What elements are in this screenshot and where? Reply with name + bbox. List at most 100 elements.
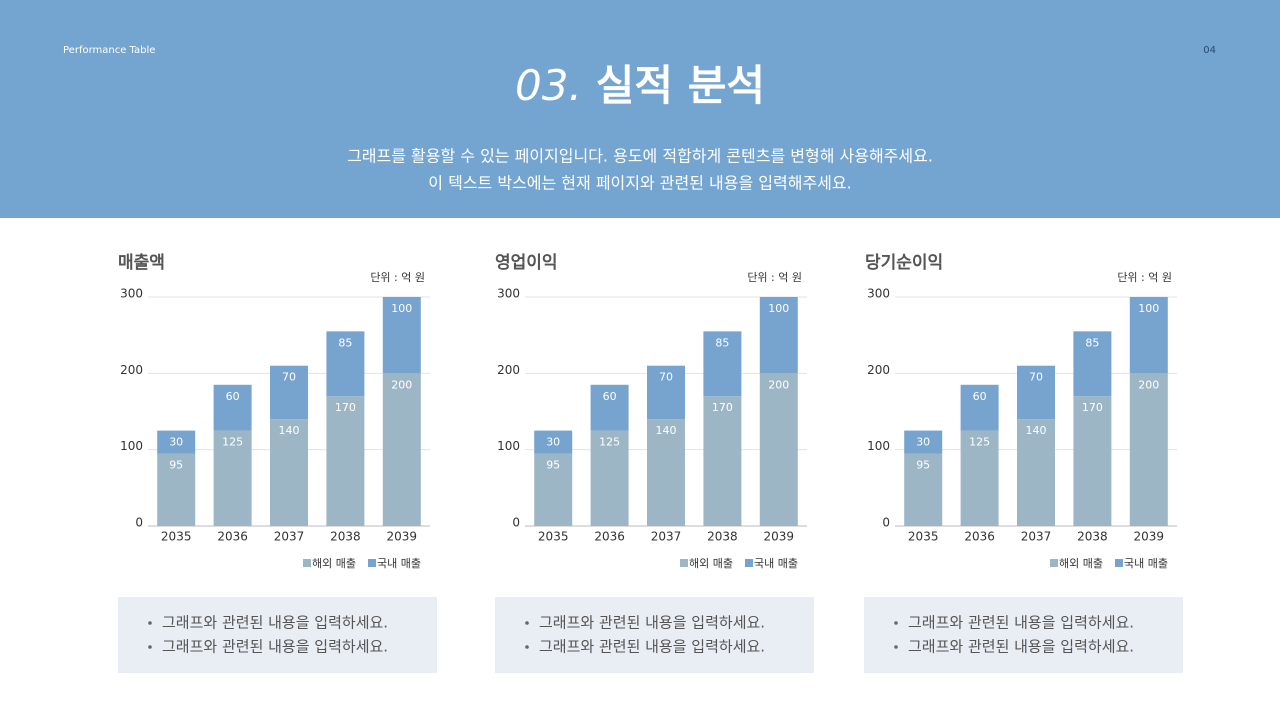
bar-segment (534, 430, 573, 454)
data-label: 85 (338, 336, 352, 349)
data-label: 170 (1082, 401, 1103, 414)
note-text: 그래프와 관련된 내용을 입력하세요. (162, 614, 388, 632)
data-label: 125 (969, 436, 990, 449)
bar-segment (1129, 373, 1168, 526)
x-tick-label: 2037 (274, 530, 305, 544)
chart-title: 영업이익 (495, 253, 558, 273)
note-text: 그래프와 관련된 내용을 입력하세요. (539, 614, 765, 632)
bar-segment (759, 373, 798, 526)
legend-swatch (1050, 559, 1058, 567)
data-label: 70 (282, 371, 296, 384)
data-label: 60 (973, 390, 987, 403)
data-label: 140 (279, 424, 300, 437)
bar-segment (270, 419, 308, 526)
note-box (118, 597, 437, 673)
unit-label: 단위 : 억 원 (370, 271, 425, 284)
bar-segment (960, 384, 999, 431)
legend-label: 국내 매출 (377, 557, 421, 570)
legend-label: 해외 매출 (1059, 556, 1103, 570)
y-tick-label: 100 (867, 439, 890, 453)
note-text: 그래프와 관련된 내용을 입력하세요. (162, 638, 388, 656)
bar-segment (960, 430, 999, 526)
legend-swatch (303, 559, 311, 567)
chart-title: 당기순이익 (865, 253, 943, 273)
x-tick-label: 2038 (707, 530, 738, 544)
bar-segment (904, 430, 943, 454)
unit-label: 단위 : 억 원 (1117, 271, 1172, 284)
title-number: 03. (515, 61, 582, 110)
bar-segment (703, 396, 742, 526)
note-text: 그래프와 관련된 내용을 입력하세요. (908, 638, 1134, 656)
x-tick-label: 2039 (387, 530, 418, 544)
bullet (525, 645, 529, 649)
y-tick-label: 300 (497, 287, 520, 301)
bar-segment (382, 373, 421, 526)
header-band (0, 0, 1280, 218)
data-label: 30 (169, 436, 183, 449)
bar-segment (904, 453, 943, 526)
chart-title: 매출액 (118, 253, 165, 273)
legend-swatch (680, 559, 688, 567)
bullet (148, 621, 152, 625)
y-tick-label: 0 (135, 516, 143, 530)
x-tick-label: 2036 (594, 530, 625, 544)
data-label: 95 (546, 458, 560, 471)
data-label: 200 (1138, 378, 1159, 391)
x-tick-label: 2035 (908, 530, 939, 544)
bar-segment (270, 365, 308, 420)
unit-label: 단위 : 억 원 (747, 271, 802, 284)
header-label: Performance Table (63, 45, 155, 56)
note-text: 그래프와 관련된 내용을 입력하세요. (908, 614, 1134, 632)
description: 그래프를 활용할 수 있는 페이지입니다. 용도에 적합하게 콘텐츠를 변형해 … (347, 147, 933, 166)
y-tick-label: 300 (867, 287, 890, 301)
y-tick-label: 100 (120, 439, 143, 453)
data-label: 60 (603, 390, 617, 403)
bar-segment (1129, 297, 1168, 374)
title-text: 실적 분석 (596, 61, 765, 110)
bar-segment (1073, 396, 1112, 526)
legend-label: 국내 매출 (754, 557, 798, 570)
bullet (894, 621, 898, 625)
y-tick-label: 300 (120, 287, 143, 301)
bar-segment (157, 453, 196, 526)
data-label: 200 (768, 378, 789, 391)
bar-segment (647, 365, 685, 420)
data-label: 85 (715, 336, 729, 349)
data-label: 60 (226, 390, 240, 403)
legend-swatch (368, 559, 376, 567)
legend-label: 국내 매출 (1124, 557, 1168, 570)
bullet (894, 645, 898, 649)
x-tick-label: 2039 (764, 530, 795, 544)
data-label: 30 (916, 436, 930, 449)
data-label: 100 (391, 302, 412, 315)
bar-segment (703, 331, 742, 397)
data-label: 125 (599, 436, 620, 449)
y-tick-label: 100 (497, 439, 520, 453)
data-label: 95 (169, 458, 183, 471)
x-tick-label: 2038 (330, 530, 361, 544)
bar-segment (382, 297, 421, 374)
data-label: 70 (659, 371, 673, 384)
y-tick-label: 0 (512, 516, 520, 530)
x-tick-label: 2036 (964, 530, 995, 544)
data-label: 140 (1026, 424, 1047, 437)
bar-segment (759, 297, 798, 374)
bar-segment (326, 331, 365, 397)
note-box (864, 597, 1183, 673)
legend-label: 해외 매출 (312, 556, 356, 570)
data-label: 200 (391, 378, 412, 391)
bullet (525, 621, 529, 625)
y-tick-label: 0 (882, 516, 890, 530)
y-tick-label: 200 (867, 363, 890, 377)
x-tick-label: 2037 (1021, 530, 1052, 544)
data-label: 100 (1138, 302, 1159, 315)
bullet (148, 645, 152, 649)
bar-segment (590, 430, 629, 526)
legend-label: 해외 매출 (689, 556, 733, 570)
note-text: 그래프와 관련된 내용을 입력하세요. (539, 638, 765, 656)
x-tick-label: 2035 (161, 530, 192, 544)
bar-segment (1017, 365, 1055, 420)
y-tick-label: 200 (497, 363, 520, 377)
data-label: 30 (546, 436, 560, 449)
